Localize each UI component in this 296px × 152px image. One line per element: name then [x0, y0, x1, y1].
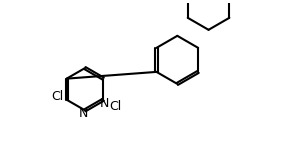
- Text: Cl: Cl: [110, 100, 122, 113]
- Text: Cl: Cl: [51, 90, 63, 103]
- Text: N: N: [79, 107, 88, 120]
- Text: N: N: [100, 97, 110, 110]
